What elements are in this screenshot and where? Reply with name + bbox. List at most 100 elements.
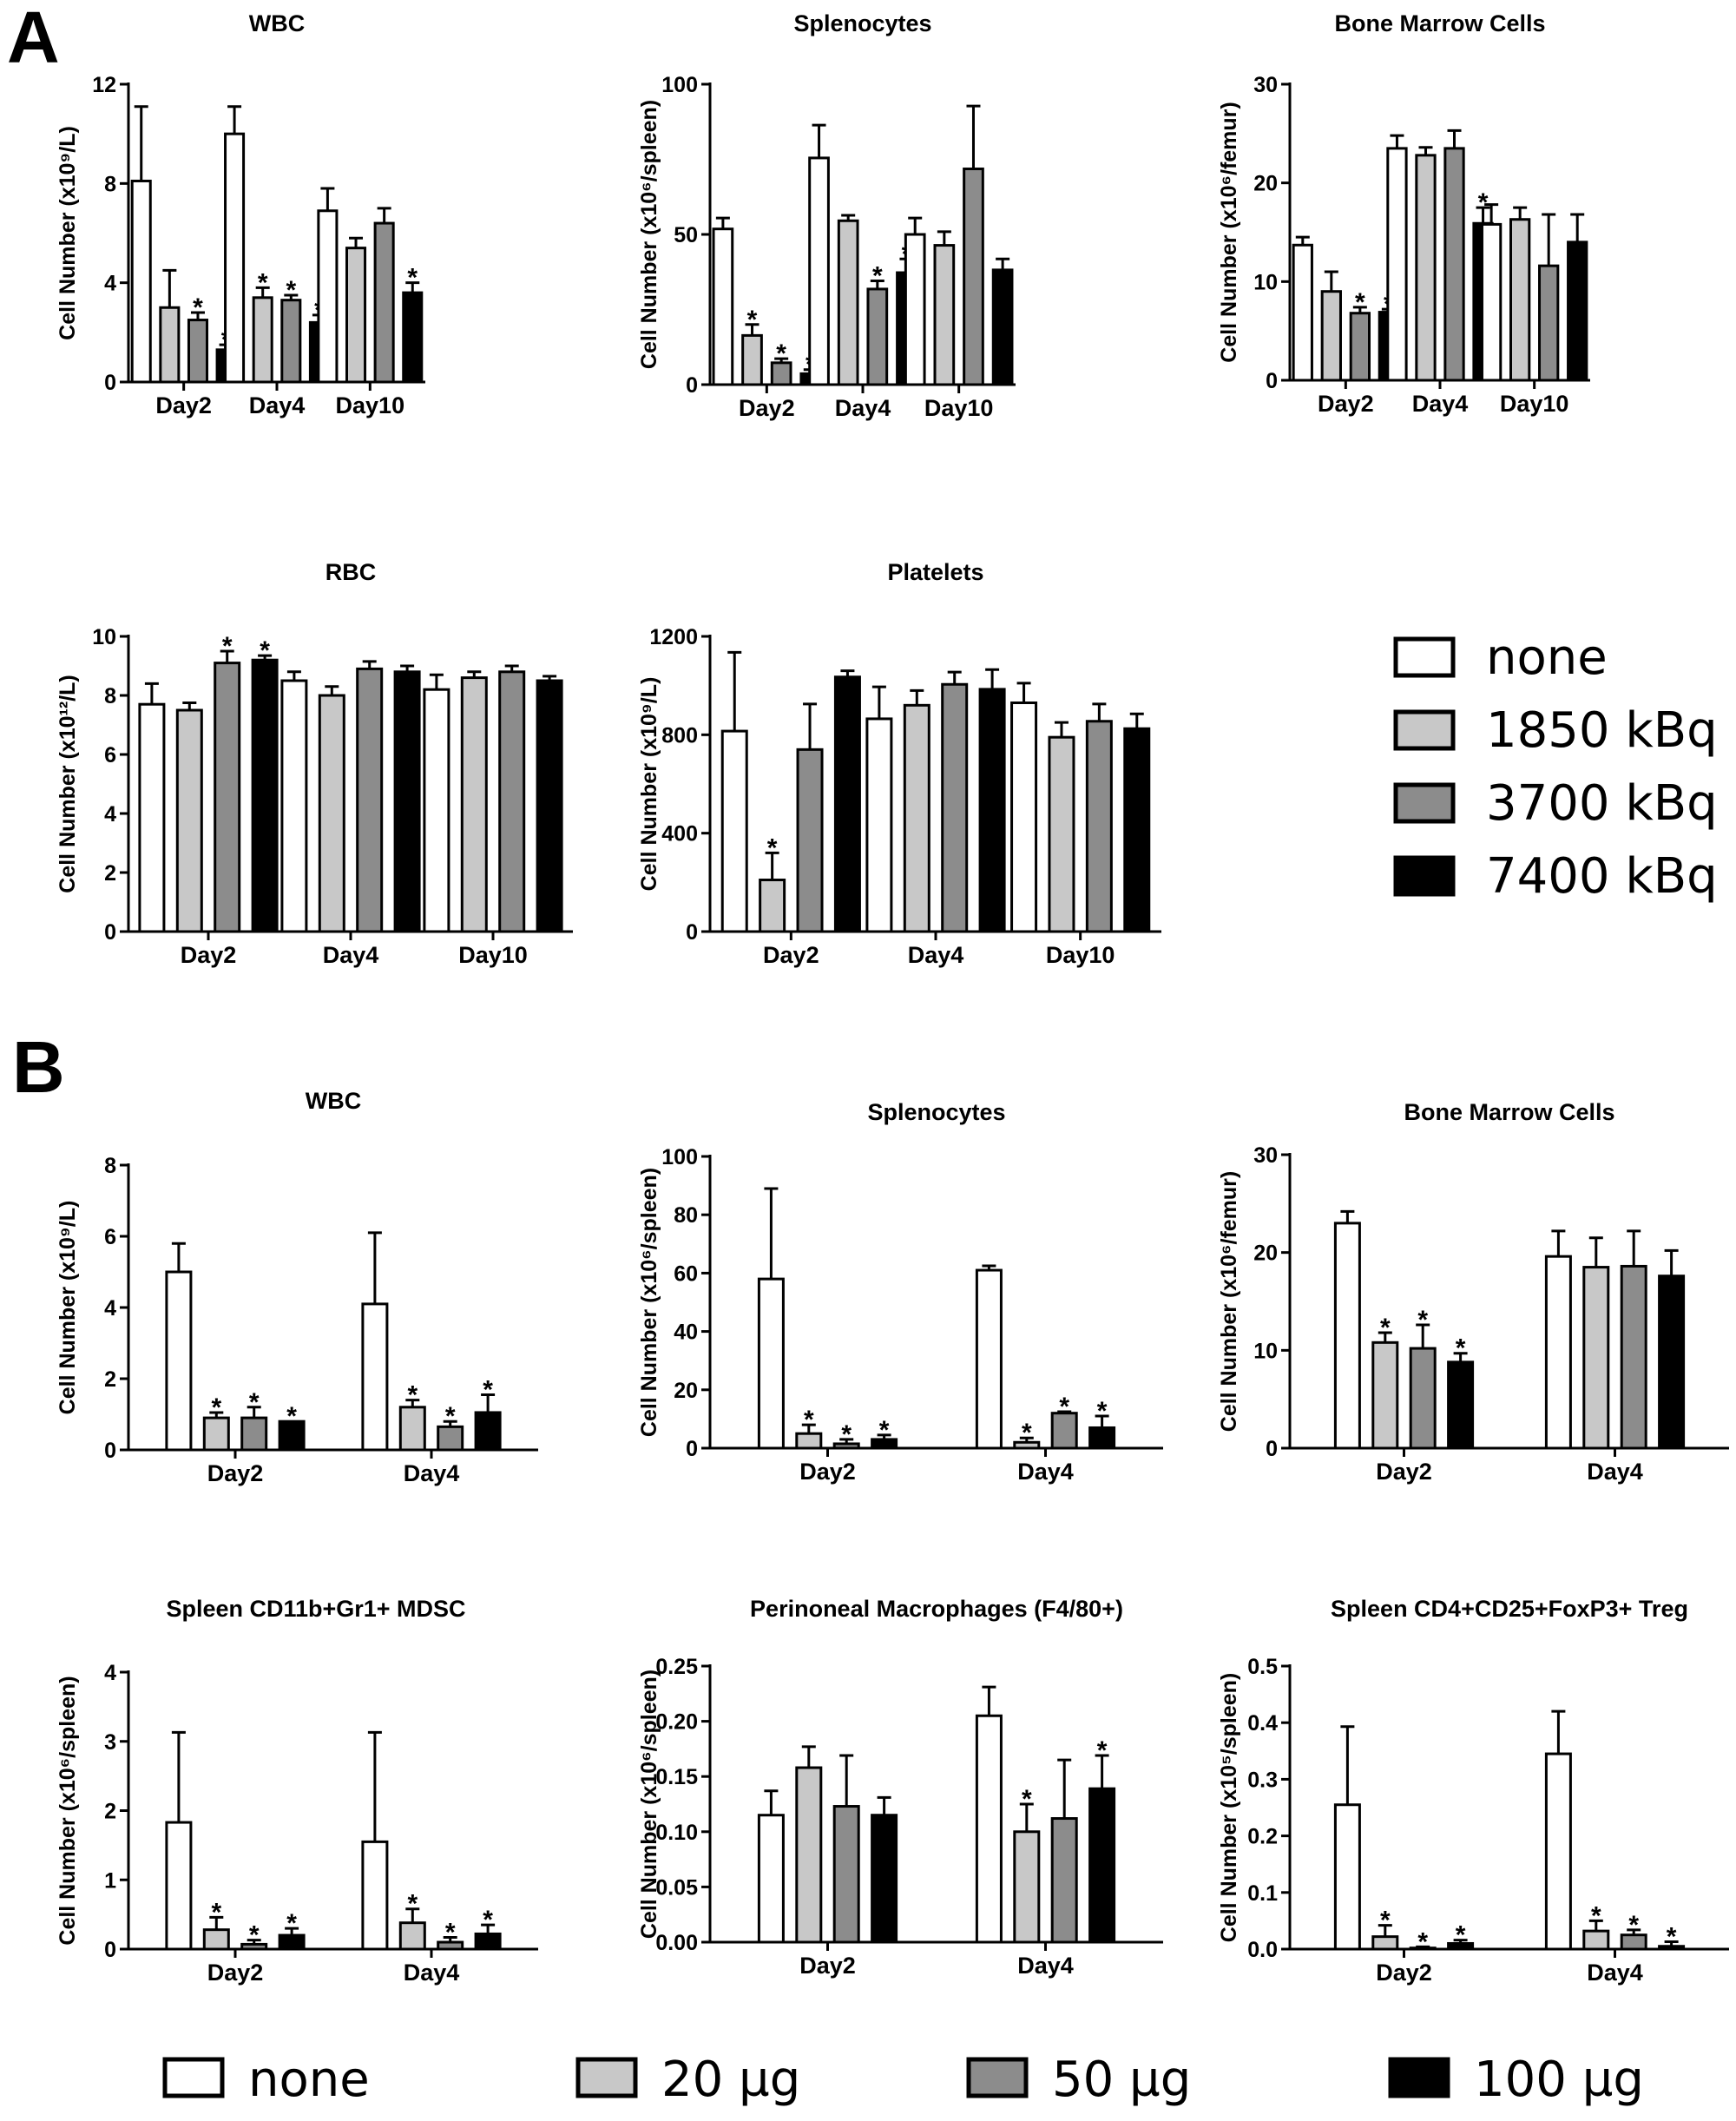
- legend-label: none: [248, 2052, 370, 2108]
- y-tick-label: 2: [104, 861, 116, 886]
- significance-marker: *: [1591, 1901, 1601, 1930]
- bar: [1333, 1803, 1361, 1951]
- y-tick-label: 10: [92, 625, 116, 649]
- y-tick-label: 30: [1253, 1143, 1278, 1168]
- bar: [1320, 290, 1342, 382]
- significance-marker: *: [1456, 1334, 1466, 1363]
- category-label: Day10: [458, 942, 528, 968]
- bar: [757, 1277, 785, 1450]
- y-tick-label: 100: [661, 73, 698, 97]
- bar: [278, 1419, 306, 1452]
- legend-swatch: [162, 2057, 225, 2098]
- bar: [712, 227, 734, 386]
- bar: [1085, 720, 1113, 933]
- bar: [1538, 264, 1560, 382]
- bar: [402, 291, 424, 384]
- bar: [498, 670, 526, 933]
- chart-3: Bone Marrow Cells Cell Number (x10⁶/femur…: [1217, 10, 1590, 417]
- bar: [159, 306, 181, 384]
- legend-swatch: [1393, 636, 1456, 678]
- chart-6: WBC Cell Number (x10⁹/L) 0 2 4 6 8 Day2 * * * Day4 *…: [56, 1088, 538, 1486]
- bar: [1371, 1340, 1399, 1450]
- bar: [398, 1406, 426, 1452]
- y-axis-label: Cell Number (x10⁶/spleen): [637, 1168, 661, 1437]
- bar: [1582, 1266, 1610, 1450]
- y-tick-label: 2: [104, 1367, 116, 1392]
- significance-marker: *: [1628, 1911, 1639, 1940]
- legend-swatch: [1393, 782, 1456, 824]
- y-tick-label: 0: [686, 1437, 698, 1461]
- y-tick-label: 0.0: [1247, 1938, 1278, 1962]
- chart-2: Splenocytes Cell Number (x10⁶/spleen) 0 50 1…: [637, 10, 1016, 421]
- bar: [1447, 1360, 1475, 1450]
- bar: [138, 702, 166, 933]
- y-tick-label: 0.2: [1247, 1825, 1278, 1849]
- y-tick-label: 0: [104, 920, 116, 945]
- category-label: Day4: [404, 1460, 460, 1486]
- bar: [832, 1805, 860, 1944]
- y-tick-label: 6: [104, 743, 116, 767]
- significance-marker: *: [286, 1402, 297, 1431]
- bar: [866, 287, 889, 386]
- significance-marker: *: [1355, 288, 1365, 317]
- bar: [1048, 735, 1075, 933]
- y-tick-label: 0: [1266, 369, 1278, 393]
- legend-b: none 20 µg 50 µg 100 µg: [162, 2052, 1644, 2108]
- y-tick-label: 2: [104, 1800, 116, 1824]
- y-tick-label: 8: [104, 1154, 116, 1178]
- bar: [871, 1814, 898, 1944]
- category-label: Day2: [181, 942, 237, 968]
- bar: [757, 1814, 785, 1944]
- bar: [795, 1766, 823, 1944]
- legend-label: 100 µg: [1474, 2052, 1644, 2108]
- y-tick-label: 20: [1253, 1242, 1278, 1266]
- significance-marker: *: [193, 293, 203, 322]
- bar: [991, 268, 1014, 386]
- category-label: Day2: [1376, 1960, 1432, 1986]
- chart-title: Splenocytes: [867, 1099, 1005, 1125]
- bar: [1123, 727, 1151, 933]
- bar: [130, 179, 152, 384]
- significance-marker: *: [1417, 1927, 1428, 1956]
- y-tick-label: 0.25: [655, 1655, 698, 1679]
- chart-1: WBC Cell Number (x10⁹/L) 0 4 8 12 Day2 * * Day4 * *…: [56, 10, 425, 418]
- significance-marker: *: [841, 1420, 852, 1449]
- significance-marker: *: [872, 261, 883, 290]
- bar: [536, 679, 563, 933]
- category-label: Day4: [1412, 391, 1469, 417]
- y-tick-label: 4: [104, 1661, 116, 1685]
- bar: [1333, 1222, 1361, 1450]
- y-tick-label: 0.05: [655, 1875, 698, 1900]
- y-tick-label: 20: [674, 1379, 698, 1403]
- y-tick-label: 10: [1253, 270, 1278, 294]
- significance-marker: *: [1478, 188, 1489, 217]
- bar: [356, 667, 384, 933]
- bar: [1050, 1412, 1078, 1450]
- significance-marker: *: [1380, 1907, 1391, 1935]
- legend-label: 3700 kBq: [1486, 775, 1718, 832]
- bar: [240, 1416, 268, 1452]
- bar: [1013, 1830, 1041, 1944]
- bar: [963, 168, 984, 386]
- y-tick-label: 40: [674, 1321, 698, 1345]
- y-tick-label: 800: [661, 723, 698, 748]
- bar: [1292, 243, 1313, 382]
- bar: [933, 244, 956, 386]
- bar: [1544, 1752, 1572, 1951]
- legends-layer: none 1850 kBq 3700 kBq 7400 kBq none 20 µg 50 …: [162, 629, 1718, 2108]
- significance-marker: *: [445, 1918, 456, 1946]
- y-tick-label: 4: [104, 802, 116, 827]
- bar: [252, 296, 273, 384]
- legend-a: none 1850 kBq 3700 kBq 7400 kBq: [1393, 629, 1718, 905]
- significance-marker: *: [804, 1406, 814, 1434]
- y-tick-label: 0.3: [1247, 1768, 1278, 1792]
- category-label: Day2: [1376, 1459, 1432, 1485]
- significance-marker: *: [1022, 1419, 1032, 1447]
- bar: [1620, 1264, 1647, 1450]
- category-label: Day10: [1500, 391, 1569, 417]
- category-label: Day4: [404, 1960, 460, 1986]
- chart-5: Platelets Cell Number (x10⁹/L) 0 400 800 1200…: [637, 559, 1161, 968]
- y-tick-label: 3: [104, 1730, 116, 1755]
- y-tick-label: 0.1: [1247, 1881, 1278, 1906]
